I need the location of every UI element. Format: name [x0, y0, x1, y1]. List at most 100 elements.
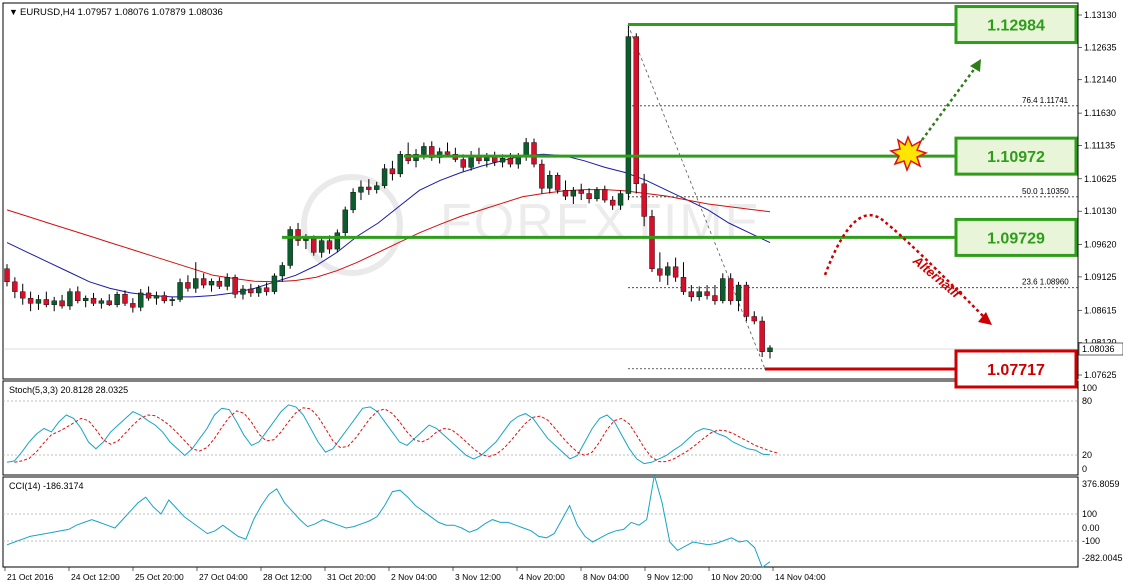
time-axis: 21 Oct 2016 24 Oct 12:00 25 Oct 20:00 27 Oc… [4, 567, 826, 582]
cci-panel-frame [2, 476, 1079, 568]
candle-bearish [562, 190, 569, 197]
stoch-tick-100: 100 [1082, 383, 1097, 393]
level-label: 1.12984 [987, 18, 1045, 35]
candle-bearish [122, 294, 128, 304]
cci-tick-minus-100: -100 [1082, 536, 1100, 546]
candle-bullish [193, 278, 199, 289]
bullish-arrow [920, 59, 981, 141]
level-box [954, 136, 1078, 176]
stoch-panel-frame [2, 380, 1079, 476]
candle-bullish [381, 168, 388, 186]
alternative-arrow-line [823, 213, 986, 319]
current-price-marker: 1.08036 [1078, 342, 1123, 356]
candle-bearish [216, 280, 223, 287]
candle-bearish [200, 278, 207, 286]
candle-bearish [20, 291, 26, 299]
candle-bearish [531, 142, 537, 165]
candle-bearish [106, 300, 112, 305]
candle-bearish [4, 268, 10, 283]
fibonacci-levels: 76.4 1.11741 50.0 1.10350 23.6 1.08960 [3, 24, 1078, 370]
candle-bullish [617, 193, 624, 206]
candle-bearish [586, 193, 592, 199]
breakout-burst-icon [889, 135, 929, 173]
cci-title: CCI(14) -186.3174 [9, 481, 84, 491]
time-tick-label: 9 Nov 12:00 [647, 572, 693, 582]
candle-bearish [366, 186, 372, 190]
stoch-tick-20: 20 [1082, 450, 1092, 460]
time-tick-label: 10 Nov 20:00 [711, 572, 762, 582]
time-tick-label: 28 Oct 12:00 [263, 572, 312, 582]
candle-bullish [374, 185, 380, 190]
candle-bearish [704, 291, 710, 296]
price-panel-frame [2, 2, 1079, 380]
candle-bullish [318, 240, 325, 253]
fib-level-label: 23.6 1.08960 [1022, 278, 1069, 287]
price-tick-label: 1.10130 [1084, 206, 1117, 216]
ma-blue-line [6, 153, 771, 298]
candle-bearish [27, 297, 34, 304]
time-tick-label: 31 Oct 20:00 [327, 572, 376, 582]
candle-bearish [633, 36, 639, 184]
candle-bullish [342, 209, 348, 233]
cci-tick-0: 0.00 [1082, 523, 1100, 533]
price-tick-label: 1.09620 [1084, 240, 1117, 250]
candle-bearish [232, 277, 238, 295]
candle-bearish [609, 199, 616, 206]
candle-bearish [759, 320, 765, 352]
price-tick-label: 1.11630 [1084, 108, 1116, 118]
candle-bearish [130, 303, 136, 308]
candle-bullish [35, 299, 42, 304]
candle-bullish [256, 287, 262, 294]
candle-bearish [688, 291, 695, 298]
bullish-arrow-head [970, 59, 981, 72]
candle-bearish [672, 266, 679, 278]
time-tick-label: 14 Nov 04:00 [775, 572, 826, 582]
candle-bullish [523, 142, 529, 156]
stoch-lines [6, 404, 778, 465]
candle-bearish [263, 287, 270, 292]
candle-bearish [389, 168, 396, 175]
stoch-tick-80: 80 [1082, 396, 1092, 406]
candle-bullish [421, 146, 427, 155]
candle-bullish [177, 282, 183, 300]
candle-bearish [743, 284, 750, 317]
stoch-d-line [14, 407, 778, 463]
candle-bullish [625, 36, 632, 194]
candle-bullish [594, 189, 600, 199]
candle-bearish [43, 299, 50, 305]
candle-bearish [507, 158, 514, 165]
fib-level-label: 50.0 1.10350 [1022, 187, 1069, 196]
candle-bullish [665, 266, 671, 276]
stoch-axis: 100 80 20 0 [1082, 383, 1097, 474]
candle-bullish [51, 300, 57, 305]
candle-bearish [145, 292, 152, 299]
candle-bearish [75, 291, 81, 301]
candle-bearish [444, 151, 451, 155]
cci-axis: 376.8059 100 0.00 -100 -282.0045 [1082, 479, 1123, 563]
symbol-arrow-icon[interactable]: ▼ [9, 7, 18, 17]
candle-bullish [114, 294, 120, 305]
candle-bullish [735, 284, 742, 301]
candle-bearish [578, 190, 584, 194]
candle-bearish [90, 297, 97, 304]
price-axis: 1.13130 1.12635 1.12140 1.11630 1.11135 1.106… [1078, 10, 1117, 380]
candle-bearish [680, 277, 687, 292]
candle-bullish [767, 347, 773, 352]
candle-bullish [240, 288, 246, 295]
candle-bearish [751, 316, 757, 322]
candle-bearish [657, 268, 663, 276]
stoch-title: Stoch(5,3,3) 20.8128 28.0325 [9, 385, 128, 395]
price-tick-label: 1.10625 [1084, 174, 1117, 184]
candle-bearish [602, 189, 608, 201]
candle-bearish [649, 216, 655, 269]
candle-bearish [539, 163, 545, 189]
price-tick-label: 1.11135 [1084, 140, 1115, 150]
level-label: 1.09729 [987, 230, 1045, 247]
candle-bullish [499, 158, 506, 163]
watermark-ring [301, 174, 403, 276]
candle-bearish [59, 300, 65, 307]
candle-bearish [185, 282, 191, 289]
stoch-tick-0: 0 [1082, 464, 1087, 474]
alternative-arrow-head [978, 312, 992, 325]
